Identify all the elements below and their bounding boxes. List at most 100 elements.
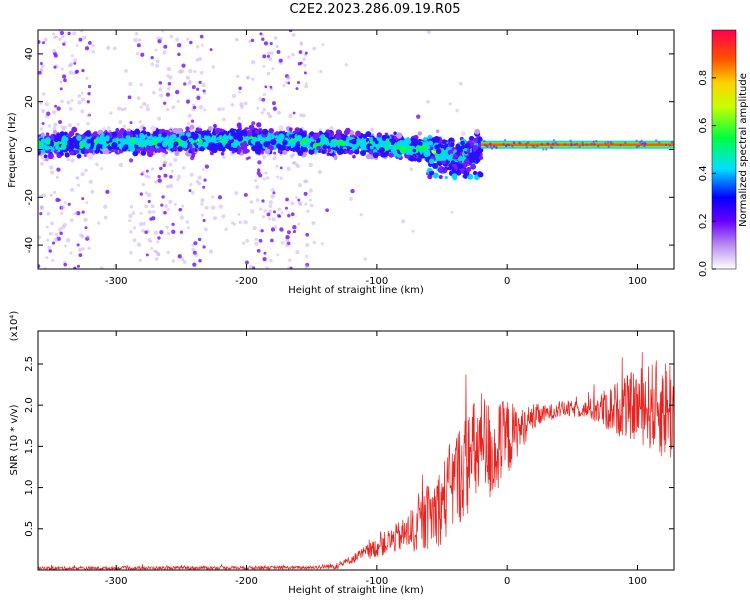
spectrogram-ridge-cell (118, 129, 124, 135)
spectrogram-noise-cell (139, 222, 144, 227)
spectrogram-ridge-cell (134, 128, 141, 135)
spectrogram-ridge-cell (217, 144, 223, 150)
spectrogram-noise-cell (178, 208, 182, 212)
steady-band-speck (545, 148, 548, 151)
spectrogram-ridge-cell (177, 138, 183, 143)
spectrogram-noise-cell (154, 180, 158, 184)
spectrogram-noise-cell (256, 171, 261, 176)
spectrogram-noise-cell (44, 102, 49, 107)
spectrogram-ridge-cell (273, 132, 277, 136)
steady-band-speck (640, 142, 643, 146)
spectrogram-noise-cell (217, 107, 222, 112)
spectrogram-noise-cell (154, 257, 159, 261)
spectrogram-noise-cell (52, 190, 57, 195)
steady-band-speck (556, 143, 559, 146)
spectrogram-ridge-cell (202, 141, 209, 148)
spectrogram-ridge-cell (421, 144, 428, 151)
spectrogram-ridge-cell (171, 146, 176, 151)
spectrogram-ridge-cell (351, 138, 357, 145)
spectrogram-noise-cell (162, 163, 166, 168)
spectrogram-noise-cell (287, 258, 292, 262)
x-tick-label: 0 (504, 276, 510, 287)
spectrogram-noise-cell (40, 161, 44, 166)
spectrogram-ridge-cell (248, 124, 255, 131)
spectrogram-tail-cell (453, 149, 457, 153)
spectrogram-noise-cell (60, 125, 64, 129)
spectrogram-tail-cell (457, 163, 464, 170)
spectrogram-ridge-cell (280, 144, 285, 149)
spectrogram-noise-cell (157, 116, 162, 121)
spectrogram-noise-cell (154, 48, 158, 52)
snr-y-ticks: 0.5 1.0 1.5 2.0 2.5 (24, 356, 674, 537)
spectrogram-ridge-cell (245, 130, 253, 137)
spectrogram-noise-cell (157, 236, 161, 240)
spectrogram-noise-cell (80, 91, 84, 95)
spectrogram-noise-cell (287, 266, 291, 269)
spectrogram-noise-cell (262, 64, 266, 68)
spectrogram-noise-cell (311, 220, 316, 226)
steady-band-speck (590, 142, 593, 146)
spectrogram-noise-cell (192, 262, 197, 267)
spectrogram-ridge-cell (182, 141, 188, 147)
spectrogram-ridge-cell (96, 143, 102, 149)
spectrogram-ridge-cell (61, 143, 66, 148)
spectrogram-noise-cell (209, 48, 213, 52)
spectrogram-ridge-cell (282, 150, 288, 155)
spectrogram-noise-cell (303, 71, 307, 75)
spectrogram-ridge-cell (422, 136, 428, 142)
spectrogram-noise-cell (153, 230, 159, 236)
spectrogram-noise-cell (319, 70, 323, 74)
spectrogram-ridge-cell (68, 143, 75, 150)
spectrogram-noise-cell (136, 43, 141, 48)
spectrogram-noise-cell (49, 231, 53, 236)
spectrogram-ridge-cell (50, 135, 55, 141)
spectrogram-noise-cell (266, 111, 271, 116)
spectrogram-noise-cell (166, 66, 172, 72)
steady-band-speck (592, 140, 595, 144)
snr-x-ticks: -300 -200 -100 0 100 (105, 331, 647, 587)
spectrogram-ridge-cell (122, 138, 126, 142)
spectrogram-noise-cell (170, 169, 174, 173)
spectrogram-noise-cell (90, 189, 95, 194)
spectrogram-ridge-cell (300, 146, 307, 153)
spectrogram-tail-cell (438, 174, 443, 180)
spectrogram-ridge-cell (60, 152, 64, 156)
spectrogram-noise-cell (245, 238, 250, 243)
spectrogram-ridge-cell (167, 142, 174, 149)
spectrogram-ridge-cell (312, 133, 320, 141)
spectrogram-noise-cell (59, 87, 63, 91)
x-tick-label: 100 (628, 576, 647, 587)
spectrogram-ridge-cell (292, 130, 297, 135)
steady-band-speck (670, 141, 674, 144)
spectrogram-noise-cell (78, 37, 83, 42)
spectrogram-noise-cell (161, 30, 165, 33)
spectrogram-noise-cell (61, 34, 65, 38)
spectrogram-noise-cell (222, 117, 226, 122)
spectrogram-tail-cell (428, 170, 434, 176)
spectrogram-ridge-cell (67, 132, 73, 138)
spectrogram-ridge-cell (213, 124, 217, 128)
spectrogram-noise-cell (312, 240, 317, 245)
y-tick-label: 1.0 (24, 480, 35, 496)
steady-band-speck (492, 145, 496, 148)
spectrogram-noise-cell (156, 36, 160, 40)
spectrogram-noise-cell (162, 153, 167, 158)
spectrogram-noise-cell (287, 55, 291, 59)
spectrogram-noise-cell (416, 114, 421, 119)
spectrogram-noise-cell (62, 222, 67, 227)
spectrogram-noise-cell (59, 80, 63, 84)
spectrogram-ridge-cell (268, 127, 274, 134)
steady-band-speck (619, 144, 622, 147)
spectrogram-noise-cell (230, 102, 235, 107)
spectrogram-noise-cell (80, 172, 85, 177)
spectrogram-ridge-cell (86, 139, 91, 144)
spectrogram-ridge-cell (395, 145, 400, 150)
spectrogram-ridge-cell (405, 138, 412, 145)
snr-series-line (38, 352, 674, 570)
spectrogram-ridge-cell (56, 133, 63, 140)
spectrogram-noise-cell (202, 218, 206, 223)
spectrogram-ridge-cell (132, 150, 139, 157)
spectrogram-ridge-cell (150, 125, 157, 132)
spectrogram-noise-cell (157, 178, 162, 183)
spectrogram-noise-cell (56, 106, 61, 111)
